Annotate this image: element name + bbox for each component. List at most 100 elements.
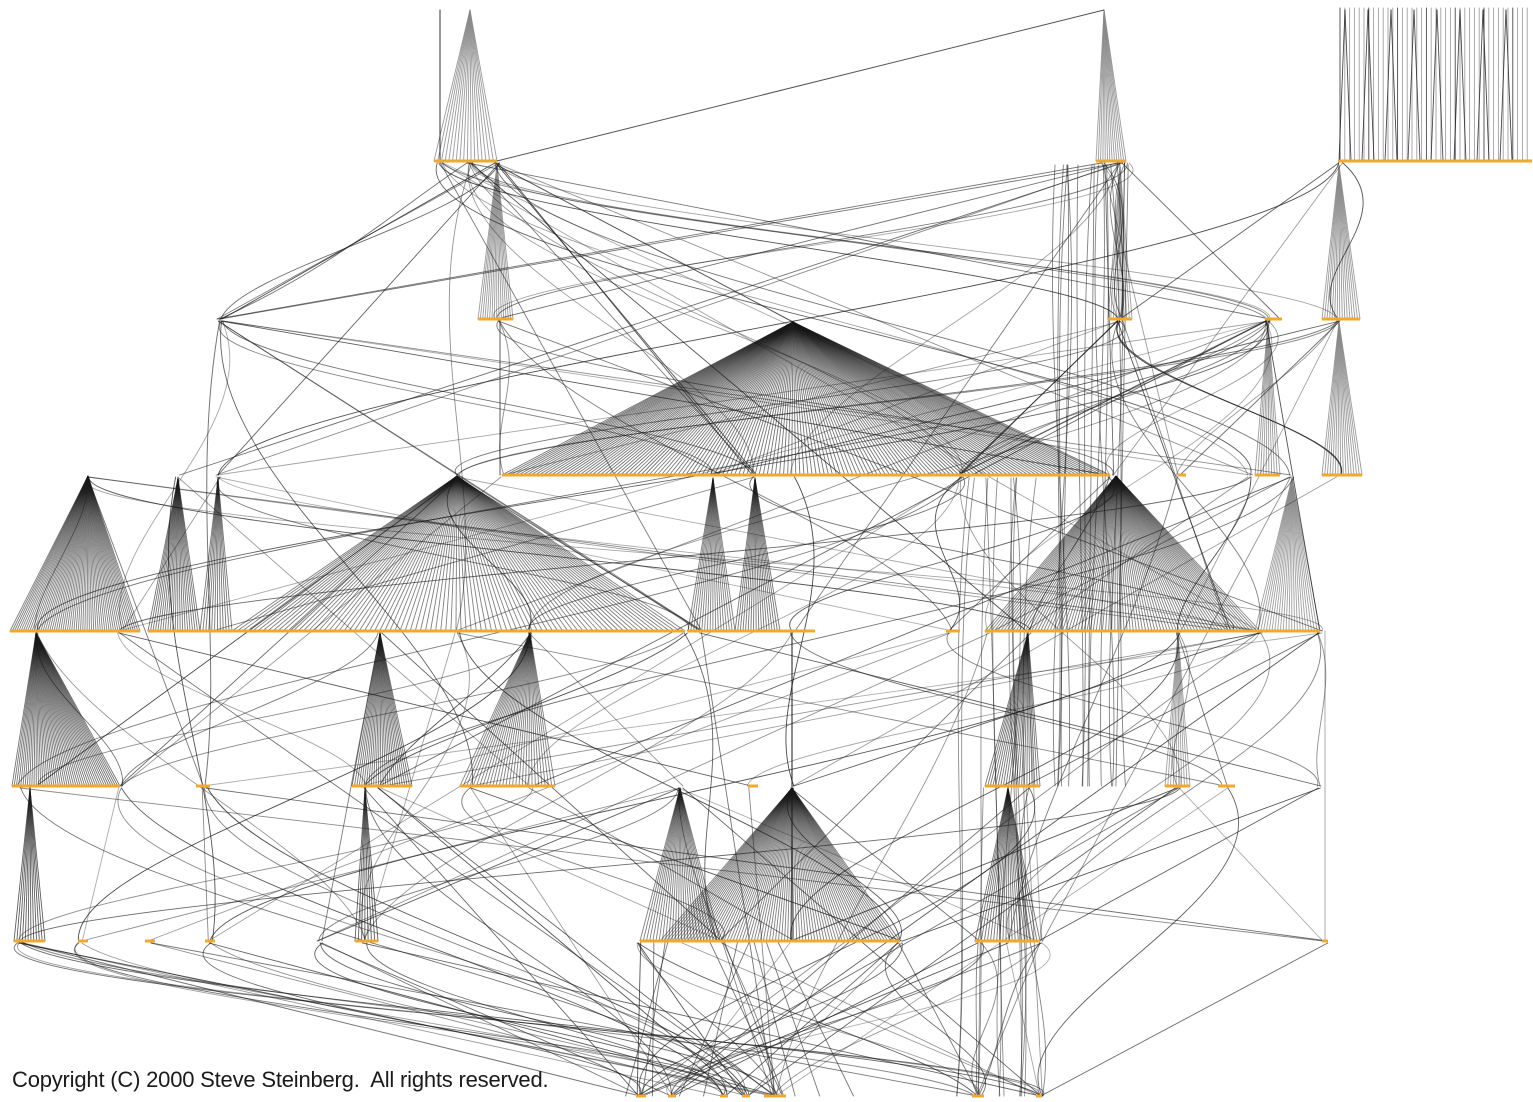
- cross-edge: [470, 787, 903, 942]
- cross-edge: [884, 942, 987, 1097]
- cross-edge: [222, 320, 754, 476]
- fan-edge: [469, 9, 472, 162]
- fan-edge: [791, 787, 858, 942]
- fan-edge: [1177, 632, 1183, 787]
- fan-edge: [529, 632, 536, 787]
- cross-edge: [786, 787, 902, 942]
- cross-edge: [996, 477, 1022, 1097]
- fan-edge: [384, 475, 458, 632]
- cross-edge: [363, 476, 1295, 787]
- fan-edge: [1265, 477, 1293, 632]
- cross-edge: [17, 787, 534, 942]
- fan-edge: [16, 787, 31, 942]
- cross-edge: [746, 632, 1260, 787]
- fan-edge: [448, 9, 471, 162]
- fan-edge: [1361, 9, 1369, 162]
- cross-edge: [902, 787, 1321, 942]
- fan-edge: [974, 787, 1009, 942]
- fan-edge: [456, 475, 681, 632]
- fan-edge: [1177, 632, 1188, 787]
- cross-edge: [672, 942, 979, 1097]
- fan-edge: [353, 475, 458, 632]
- fan-edge: [437, 9, 471, 162]
- fan-edge: [459, 9, 471, 162]
- fan-edge: [791, 787, 855, 942]
- fan-edge: [414, 475, 458, 632]
- cross-edge: [772, 942, 1042, 1097]
- fan-edge: [712, 477, 725, 632]
- cross-edge: [118, 632, 752, 787]
- fan-edge: [456, 475, 574, 632]
- fan-edge: [466, 9, 471, 162]
- fan-edge: [525, 632, 531, 787]
- fan-edge: [791, 787, 901, 942]
- cross-edge: [666, 942, 1051, 1097]
- fan-edge: [792, 321, 887, 476]
- fan-edge: [685, 321, 794, 476]
- fan-edge: [455, 9, 471, 162]
- cross-edge: [777, 940, 855, 1097]
- cross-edge: [1329, 162, 1364, 320]
- cross-edge: [934, 476, 962, 632]
- fan-edge: [1384, 9, 1392, 162]
- fan-edge: [1254, 477, 1293, 632]
- cross-edge: [1081, 164, 1093, 787]
- fan-edge: [328, 475, 458, 632]
- fan-edge: [1291, 477, 1304, 632]
- fan-edge: [498, 632, 531, 787]
- fan-edge: [792, 321, 903, 476]
- fan-edge: [656, 321, 794, 476]
- cross-edge: [1179, 321, 1340, 476]
- fan-edge: [628, 321, 794, 476]
- cross-edge: [1117, 320, 1232, 632]
- fan-edge: [792, 321, 911, 476]
- fan-edge: [792, 321, 931, 476]
- fan-edge: [456, 475, 523, 632]
- fan-edge: [364, 787, 379, 942]
- cross-edge: [205, 787, 1328, 942]
- fan-edge: [778, 787, 793, 942]
- fan-edge: [1115, 475, 1140, 632]
- cross-edge: [638, 632, 1259, 1097]
- fan-edge: [679, 787, 689, 942]
- fan-edge: [746, 321, 794, 476]
- cross-edge: [439, 162, 703, 632]
- cross-edge: [74, 942, 728, 1097]
- fan-edge: [364, 787, 376, 942]
- cross-edge: [789, 162, 1119, 476]
- fan-edge: [652, 787, 681, 942]
- fan-edge: [1080, 475, 1117, 632]
- fan-edge: [456, 475, 493, 632]
- fan-edge: [256, 475, 458, 632]
- fan-edge: [214, 477, 219, 632]
- fan-edge: [1177, 632, 1180, 787]
- cross-edge: [753, 940, 796, 1097]
- cross-edge: [1109, 162, 1125, 320]
- fan-edge: [792, 321, 919, 476]
- fan-edge: [495, 632, 531, 787]
- cross-edge: [1006, 632, 1271, 942]
- fan-edge: [791, 787, 801, 942]
- fan-edge: [792, 321, 899, 476]
- fan-edge: [711, 787, 793, 942]
- cross-edge: [120, 632, 379, 787]
- fan-edge: [456, 475, 655, 632]
- cross-edge: [1020, 787, 1046, 1097]
- fan-edge: [1453, 9, 1461, 162]
- cross-edge: [204, 787, 728, 1097]
- cross-edge: [636, 787, 1180, 1097]
- cross-edge: [789, 632, 1223, 787]
- fan-edge: [701, 321, 794, 476]
- fan-edge: [1267, 321, 1273, 476]
- fan-edge: [277, 475, 458, 632]
- cross-edge: [121, 476, 221, 632]
- fan-edge: [456, 475, 564, 632]
- cross-edge: [19, 787, 1181, 942]
- cross-edge: [216, 476, 689, 632]
- fan-edge: [456, 475, 630, 632]
- cross-edge: [442, 162, 1110, 476]
- fan-edge: [791, 787, 834, 942]
- fan-edge: [469, 9, 483, 162]
- fan-edge: [1274, 477, 1293, 632]
- fan-edge: [709, 477, 714, 632]
